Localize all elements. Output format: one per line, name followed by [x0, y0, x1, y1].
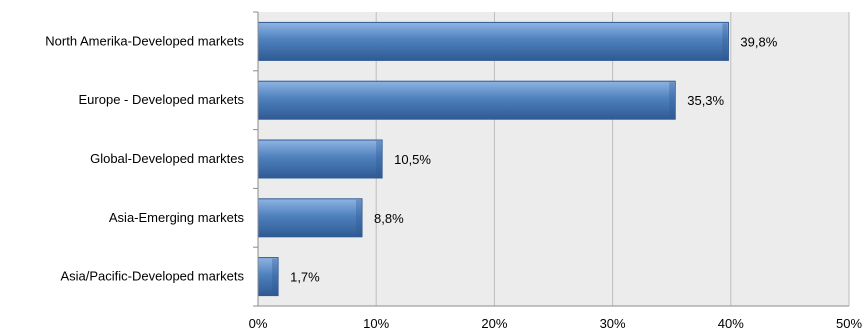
- category-label: Europe - Developed markets: [79, 92, 245, 107]
- bar: [257, 139, 383, 179]
- bar: [257, 80, 676, 120]
- x-tick-label: 20%: [481, 316, 507, 331]
- category-label: Asia/Pacific-Developed markets: [60, 269, 244, 284]
- x-tick-label: 30%: [600, 316, 626, 331]
- labels: North Amerika-Developed markets 39,8% Euro…: [45, 33, 862, 331]
- data-label: 10,5%: [394, 152, 431, 167]
- x-tick-label: 50%: [836, 316, 862, 331]
- data-label: 1,7%: [290, 270, 320, 285]
- data-label: 35,3%: [687, 93, 724, 108]
- data-label: 8,8%: [374, 211, 404, 226]
- bar: [257, 198, 363, 238]
- bar-end-cap: [356, 199, 362, 236]
- category-label: Asia-Emerging markets: [109, 210, 245, 225]
- axes: [253, 11, 849, 307]
- x-tick-label: 10%: [363, 316, 389, 331]
- gridlines: [375, 12, 850, 306]
- bar: [257, 21, 729, 61]
- x-tick-label: 40%: [718, 316, 744, 331]
- bar-end-cap: [669, 82, 675, 119]
- category-label: Global-Developed marktes: [90, 151, 244, 166]
- x-tick-label: 0%: [249, 316, 268, 331]
- bar-end-cap: [272, 258, 278, 295]
- bar-end-cap: [722, 23, 728, 60]
- category-label: North Amerika-Developed markets: [45, 33, 244, 48]
- data-label: 39,8%: [740, 34, 777, 49]
- bar-end-cap: [376, 141, 382, 177]
